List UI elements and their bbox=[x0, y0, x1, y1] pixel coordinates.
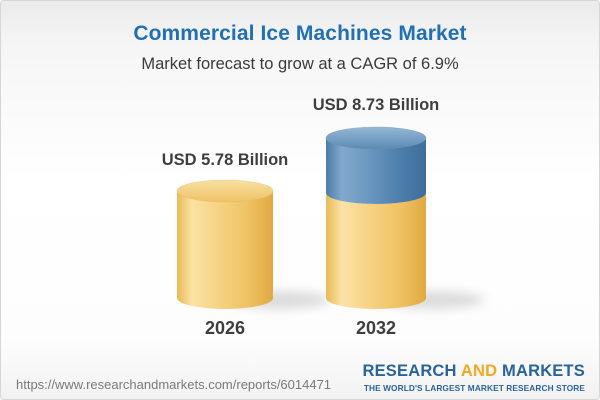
page-subtitle: Market forecast to grow at a CAGR of 6.9… bbox=[141, 55, 459, 73]
page-title: Commercial Ice Machines Market bbox=[133, 22, 467, 45]
research-and-markets-logo: RESEARCH AND MARKETS THE WORLD'S LARGEST… bbox=[362, 363, 585, 393]
logo-word-and: AND bbox=[460, 362, 498, 380]
cylinder-2032-base-body bbox=[326, 193, 426, 309]
logo-tagline: THE WORLD'S LARGEST MARKET RESEARCH STOR… bbox=[363, 382, 585, 393]
logo-word-markets: MARKETS bbox=[502, 362, 585, 380]
logo-word-research: RESEARCH bbox=[362, 362, 457, 380]
cylinder-2032-top bbox=[325, 126, 427, 150]
cylinder-2032-growth-body bbox=[326, 138, 426, 204]
category-label-2026: 2026 bbox=[204, 318, 246, 338]
category-label-2032: 2032 bbox=[355, 318, 397, 338]
logo-wordmark: RESEARCH AND MARKETS bbox=[362, 363, 585, 380]
value-label-2032: USD 8.73 Billion bbox=[312, 96, 440, 114]
report-url-link[interactable]: https://www.researchandmarkets.com/repor… bbox=[16, 377, 332, 392]
cylinder-2026-body bbox=[177, 191, 273, 309]
cylinder-2026-top bbox=[176, 179, 274, 203]
value-label-2026: USD 5.78 Billion bbox=[161, 151, 289, 169]
